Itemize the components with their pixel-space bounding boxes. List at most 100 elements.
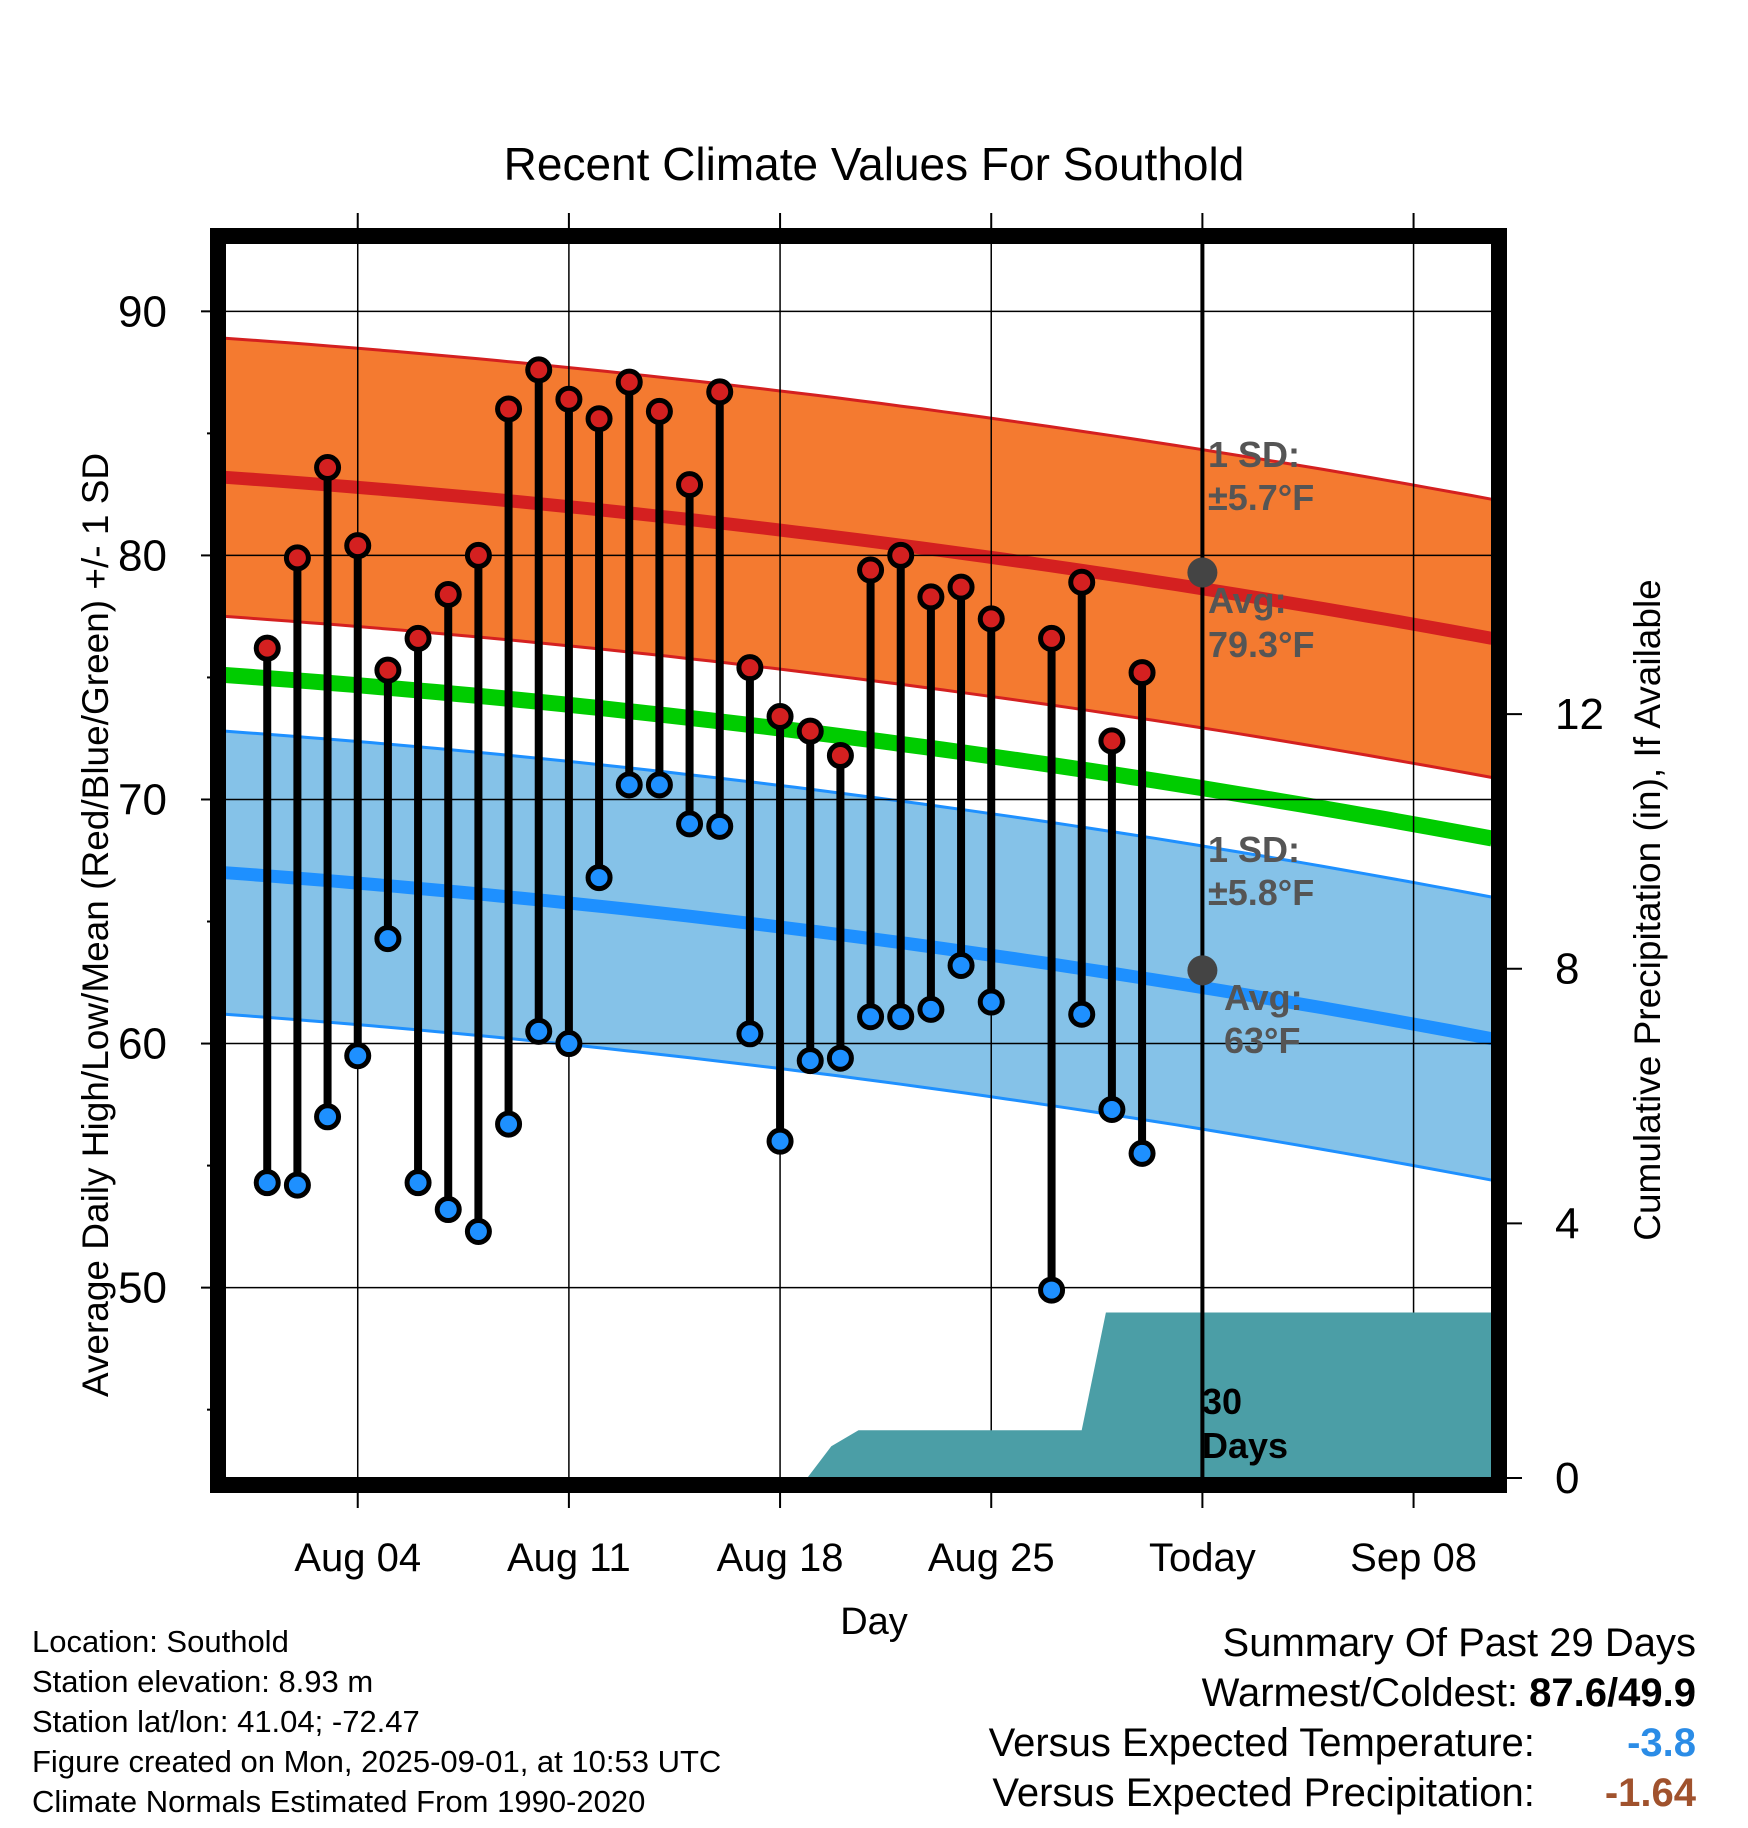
temp-label: Versus Expected Temperature: bbox=[988, 1721, 1535, 1765]
high-sd-label: 1 SD: bbox=[1208, 434, 1300, 475]
summary-warm-cold: Warmest/Coldest: 87.6/49.9 bbox=[989, 1668, 1696, 1718]
obs-high-point-11 bbox=[585, 405, 613, 433]
low-band-lower-edge bbox=[224, 1012, 1493, 1182]
obs-low-point-18 bbox=[796, 1047, 824, 1075]
obs-low-point-26 bbox=[1068, 1000, 1096, 1028]
obs-low-point-28 bbox=[1128, 1139, 1156, 1167]
y-left-tick-label-1: 60 bbox=[118, 1020, 167, 1069]
obs-low-point-23 bbox=[947, 951, 975, 979]
warm-cold-value: 87.6/49.9 bbox=[1529, 1671, 1696, 1715]
obs-high-point-19 bbox=[826, 742, 854, 770]
obs-high-point-13 bbox=[645, 397, 673, 425]
x-tick-label-3: Aug 25 bbox=[928, 1536, 1055, 1580]
obs-low-point-11 bbox=[585, 864, 613, 892]
obs-high-point-25 bbox=[1038, 624, 1066, 652]
y-axis-label-left: Average Daily High/Low/Mean (Red/Blue/Gr… bbox=[75, 453, 116, 1397]
summary-panel: Summary Of Past 29 Days Warmest/Coldest:… bbox=[989, 1618, 1696, 1818]
obs-low-point-16 bbox=[736, 1020, 764, 1048]
summary-title: Summary Of Past 29 Days bbox=[1222, 1621, 1696, 1665]
obs-low-point-9 bbox=[525, 1017, 553, 1045]
location-text: Location: Southold bbox=[32, 1624, 289, 1659]
obs-high-point-9 bbox=[525, 356, 553, 384]
x-tick-label-5: Sep 08 bbox=[1350, 1536, 1477, 1580]
obs-low-point-12 bbox=[615, 771, 643, 799]
obs-high-point-20 bbox=[857, 556, 885, 584]
y-left-tick-label-0: 50 bbox=[118, 1264, 167, 1313]
high-band-lower-edge bbox=[224, 614, 1493, 779]
low-avg-label: Avg: bbox=[1224, 977, 1303, 1018]
days-count-number: 30 bbox=[1202, 1381, 1242, 1422]
x-axis-label: Day bbox=[840, 1601, 908, 1643]
y-left-tick-label-2: 70 bbox=[118, 775, 167, 824]
x-tick-label-4: Today bbox=[1149, 1536, 1256, 1580]
obs-high-point-3 bbox=[344, 532, 372, 560]
created-text: Figure created on Mon, 2025-09-01, at 10… bbox=[32, 1744, 722, 1779]
y-right-tick-label-1: 4 bbox=[1555, 1199, 1579, 1248]
precipitation-area-group bbox=[807, 1312, 1492, 1478]
obs-high-point-24 bbox=[977, 605, 1005, 633]
high-band-upper-edge bbox=[224, 336, 1493, 501]
y-left-tick-label-4: 90 bbox=[118, 287, 167, 336]
obs-low-point-4 bbox=[374, 925, 402, 953]
obs-high-point-18 bbox=[796, 717, 824, 745]
obs-low-point-6 bbox=[434, 1196, 462, 1224]
obs-low-point-13 bbox=[645, 771, 673, 799]
x-tick-label-0: Aug 04 bbox=[294, 1536, 421, 1580]
summary-temp: Versus Expected Temperature: -3.8 bbox=[989, 1718, 1696, 1768]
obs-high-point-26 bbox=[1068, 568, 1096, 596]
obs-high-point-23 bbox=[947, 573, 975, 601]
high-sd-value: ±5.7°F bbox=[1208, 477, 1314, 518]
y-right-tick-label-2: 8 bbox=[1555, 945, 1579, 994]
y-axis-label-right: Cumulative Precipitation (in), If Availa… bbox=[1627, 579, 1668, 1241]
today-avg-high-dot bbox=[1187, 557, 1218, 588]
obs-high-point-16 bbox=[736, 654, 764, 682]
days-count-word: Days bbox=[1202, 1425, 1288, 1466]
obs-high-point-8 bbox=[495, 395, 523, 423]
obs-low-point-21 bbox=[887, 1003, 915, 1031]
obs-low-point-25 bbox=[1038, 1276, 1066, 1304]
obs-high-point-22 bbox=[917, 583, 945, 611]
high-avg-value: 79.3°F bbox=[1208, 624, 1314, 665]
obs-low-point-27 bbox=[1098, 1095, 1126, 1123]
high-avg-label: Avg: bbox=[1208, 580, 1287, 621]
obs-high-point-27 bbox=[1098, 727, 1126, 755]
obs-low-point-24 bbox=[977, 988, 1005, 1016]
axes: 50 60 70 80 90 0 4 8 12 Aug 04 Aug 11 Aug 18 Aug 25 T… bbox=[118, 213, 1604, 1580]
precip-value: -1.64 bbox=[1604, 1771, 1696, 1815]
x-tick-label-2: Aug 18 bbox=[717, 1536, 844, 1580]
obs-low-point-1 bbox=[283, 1171, 311, 1199]
obs-low-point-8 bbox=[495, 1110, 523, 1138]
obs-high-point-5 bbox=[404, 624, 432, 652]
obs-high-point-17 bbox=[766, 702, 794, 730]
obs-high-point-12 bbox=[615, 368, 643, 396]
low-band-upper-edge bbox=[224, 729, 1493, 899]
obs-high-point-6 bbox=[434, 580, 462, 608]
precip-label: Versus Expected Precipitation: bbox=[992, 1771, 1535, 1815]
plot-frame bbox=[210, 228, 1507, 1493]
obs-high-point-10 bbox=[555, 385, 583, 413]
obs-low-point-5 bbox=[404, 1169, 432, 1197]
obs-low-point-2 bbox=[314, 1103, 342, 1131]
y-right-tick-label-3: 12 bbox=[1555, 690, 1604, 739]
obs-high-point-1 bbox=[283, 544, 311, 572]
obs-high-point-15 bbox=[706, 378, 734, 406]
elevation-text: Station elevation: 8.93 m bbox=[32, 1664, 374, 1699]
low-avg-value: 63°F bbox=[1224, 1020, 1300, 1061]
obs-high-point-4 bbox=[374, 656, 402, 684]
obs-low-point-7 bbox=[464, 1217, 492, 1245]
normals-text: Climate Normals Estimated From 1990-2020 bbox=[32, 1784, 646, 1819]
frame-outer bbox=[210, 228, 1507, 1493]
obs-low-point-14 bbox=[676, 810, 704, 838]
observations bbox=[253, 356, 1156, 1304]
normal-mean-line bbox=[224, 667, 1494, 847]
obs-low-point-20 bbox=[857, 1003, 885, 1031]
precipitation-area bbox=[807, 1312, 1492, 1478]
chart-title: Recent Climate Values For Southold bbox=[504, 138, 1245, 190]
low-sd-label: 1 SD: bbox=[1208, 829, 1300, 870]
obs-low-point-3 bbox=[344, 1042, 372, 1070]
x-tick-label-1: Aug 11 bbox=[507, 1536, 631, 1580]
obs-low-point-22 bbox=[917, 995, 945, 1023]
obs-high-point-28 bbox=[1128, 659, 1156, 687]
obs-low-point-17 bbox=[766, 1127, 794, 1155]
